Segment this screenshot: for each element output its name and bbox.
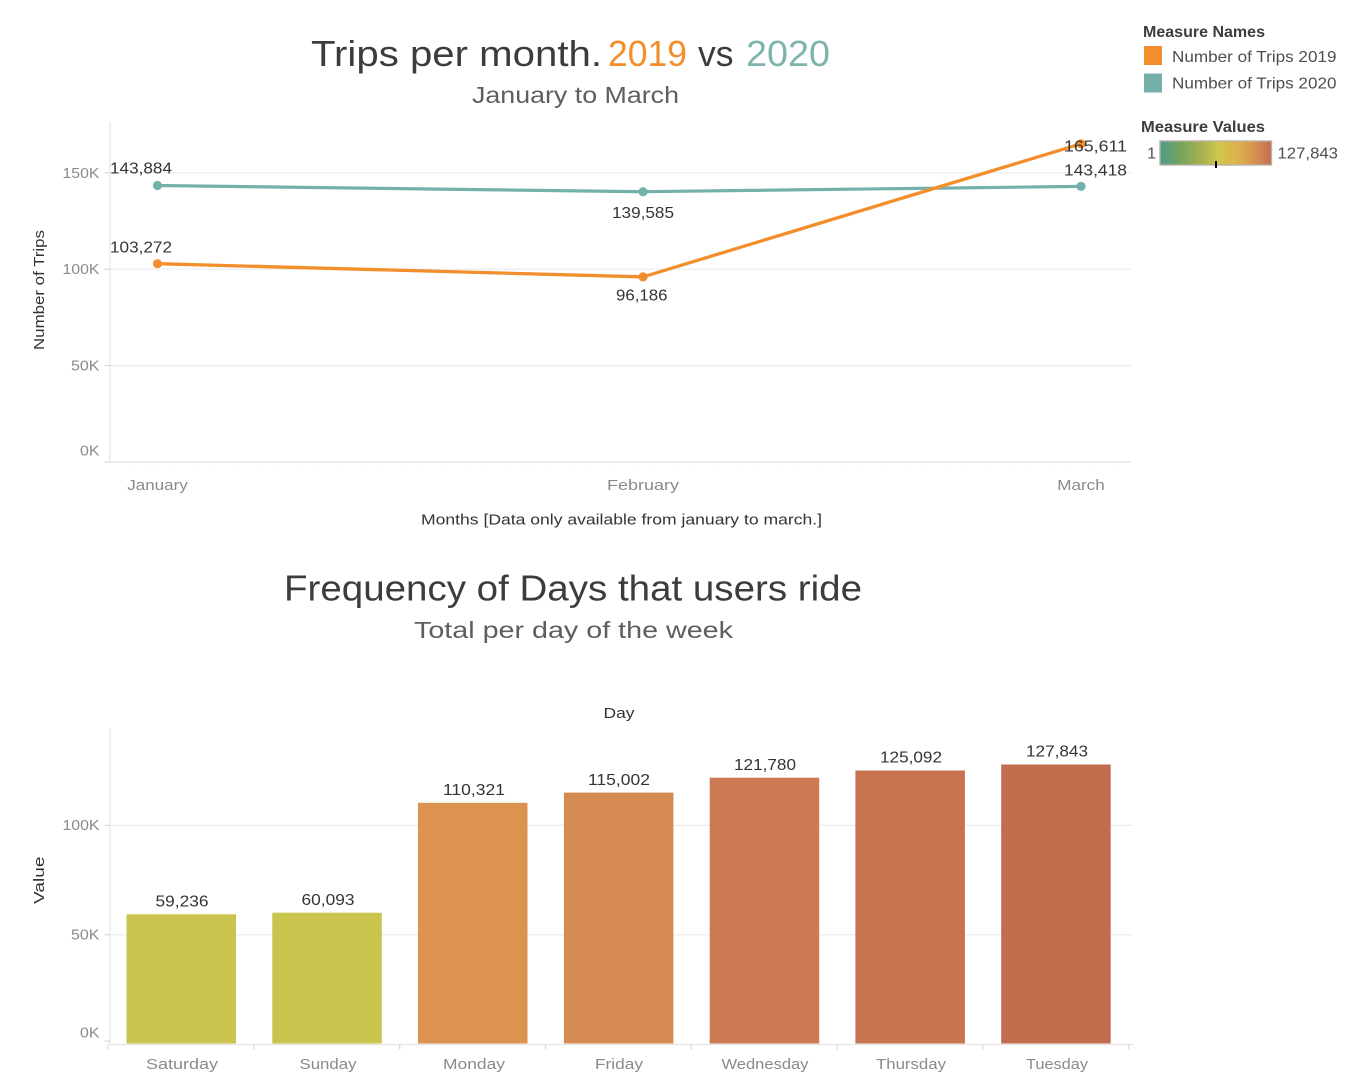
- svg-text:96,186: 96,186: [616, 288, 668, 305]
- svg-text:143,884: 143,884: [110, 161, 172, 178]
- svg-text:Value: Value: [31, 857, 48, 905]
- svg-text:50K: 50K: [71, 359, 100, 375]
- svg-text:2019: 2019: [608, 33, 687, 74]
- svg-text:100K: 100K: [63, 262, 100, 278]
- svg-text:0K: 0K: [80, 1026, 100, 1042]
- svg-text:Number of Trips: Number of Trips: [31, 230, 48, 350]
- svg-text:Tuesday: Tuesday: [1026, 1056, 1089, 1073]
- svg-text:Wednesday: Wednesday: [722, 1056, 810, 1073]
- svg-text:Measure Names: Measure Names: [1143, 24, 1265, 41]
- svg-text:100K: 100K: [63, 818, 100, 834]
- svg-text:Sunday: Sunday: [300, 1056, 358, 1073]
- svg-text:143,418: 143,418: [1064, 163, 1127, 180]
- svg-text:127,843: 127,843: [1026, 744, 1088, 761]
- svg-text:Total per day of the week: Total per day of the week: [414, 617, 734, 643]
- svg-text:50K: 50K: [71, 928, 100, 944]
- svg-text:January to March: January to March: [472, 82, 679, 108]
- svg-text:103,272: 103,272: [110, 239, 172, 256]
- svg-text:139,585: 139,585: [612, 205, 674, 222]
- svg-text:0K: 0K: [80, 444, 100, 460]
- svg-text:Friday: Friday: [595, 1056, 644, 1073]
- svg-text:60,093: 60,093: [302, 892, 355, 909]
- svg-text:110,321: 110,321: [443, 782, 505, 799]
- svg-text:Measure Values: Measure Values: [1141, 119, 1265, 136]
- svg-text:Months [Data only available fr: Months [Data only available from january…: [421, 512, 822, 529]
- svg-text:125,092: 125,092: [880, 750, 942, 767]
- svg-text:Trips per month.: Trips per month.: [311, 33, 602, 74]
- svg-text:59,236: 59,236: [156, 894, 209, 911]
- svg-text:Saturday: Saturday: [146, 1056, 219, 1073]
- svg-text:Monday: Monday: [443, 1056, 506, 1073]
- svg-text:January: January: [127, 477, 188, 494]
- svg-text:127,843: 127,843: [1278, 146, 1339, 163]
- svg-text:2020: 2020: [746, 33, 830, 74]
- svg-text:Number of Trips 2019: Number of Trips 2019: [1172, 49, 1337, 66]
- svg-text:115,002: 115,002: [588, 772, 650, 789]
- svg-text:Day: Day: [604, 705, 636, 722]
- svg-text:vs: vs: [698, 33, 734, 74]
- svg-text:150K: 150K: [63, 166, 100, 182]
- svg-text:Thursday: Thursday: [876, 1056, 947, 1073]
- svg-text:March: March: [1057, 477, 1105, 494]
- svg-text:1: 1: [1147, 146, 1156, 163]
- svg-text:Number of Trips 2020: Number of Trips 2020: [1172, 76, 1337, 93]
- svg-text:165,611: 165,611: [1064, 139, 1127, 156]
- svg-text:Frequency of Days that users r: Frequency of Days that users ride: [284, 568, 862, 609]
- svg-text:121,780: 121,780: [734, 757, 796, 774]
- svg-text:February: February: [607, 477, 680, 494]
